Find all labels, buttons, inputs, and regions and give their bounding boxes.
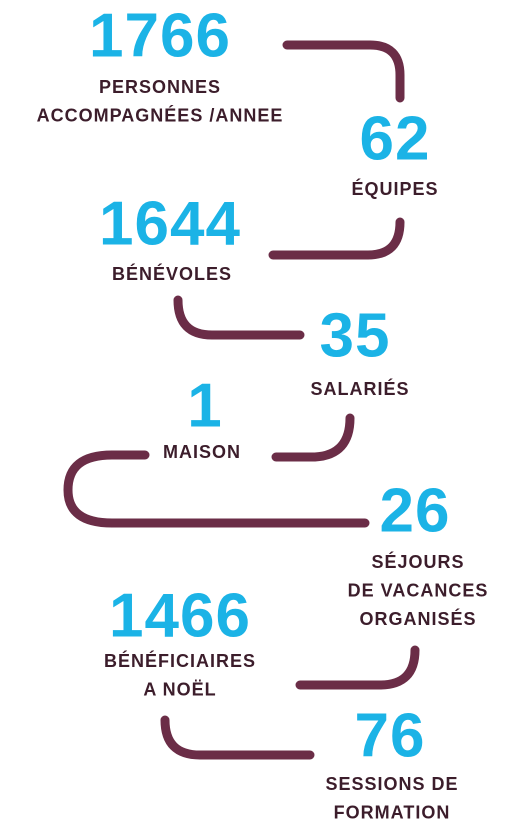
stat-number: 62 (360, 104, 431, 173)
connector (160, 715, 315, 760)
stat-number: 1766 (89, 1, 231, 70)
stat-label: MAISON (163, 442, 241, 462)
stat-number: 26 (380, 476, 451, 545)
stat-label: BÉNÉFICIAIRES (104, 650, 256, 671)
connector (63, 450, 370, 528)
stat-number: 35 (320, 301, 391, 370)
stat-number: 76 (355, 701, 426, 770)
stat-label: PERSONNES (99, 77, 221, 97)
connector (268, 217, 405, 260)
stat-label: SESSIONS DE (325, 774, 458, 794)
connector (173, 295, 305, 340)
stat-number: 1466 (109, 581, 251, 650)
stat-label: ORGANISÉS (359, 608, 476, 629)
stat-label: SALARIÉS (310, 378, 409, 399)
stat-label: ACCOMPAGNÉES /ANNEE (37, 104, 284, 125)
stat-label: DE VACANCES (348, 580, 489, 600)
connector (282, 40, 405, 103)
stat-label: FORMATION (334, 802, 451, 822)
connector (271, 413, 355, 462)
stat-number: 1 (187, 371, 222, 440)
stat-number: 1644 (99, 189, 241, 258)
stat-label: ÉQUIPES (351, 178, 438, 199)
stat-label: SÉJOURS (371, 551, 464, 572)
connector (295, 645, 420, 690)
stat-label: BÉNÉVOLES (112, 263, 232, 284)
stat-label: A NOËL (143, 679, 216, 699)
